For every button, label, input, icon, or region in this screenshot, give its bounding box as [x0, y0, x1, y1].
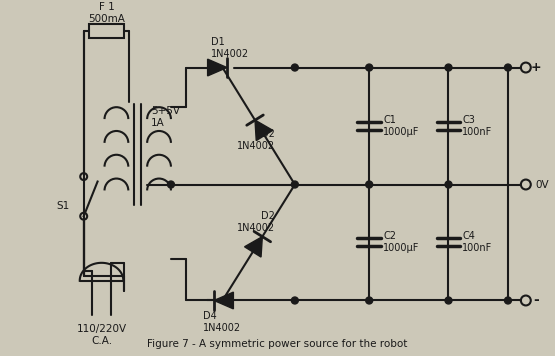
Circle shape: [366, 297, 372, 304]
Text: D4
1N4002: D4 1N4002: [203, 312, 241, 333]
Text: F 1
500mA: F 1 500mA: [88, 2, 125, 24]
Text: C1
1000μF: C1 1000μF: [383, 115, 420, 137]
Circle shape: [291, 297, 299, 304]
Circle shape: [366, 64, 372, 71]
Text: Figure 7 - A symmetric power source for the robot: Figure 7 - A symmetric power source for …: [147, 339, 407, 349]
Bar: [89, 24, 124, 38]
Text: D1
1N4002: D1 1N4002: [210, 37, 249, 58]
Text: 110/220V
C.A.: 110/220V C.A.: [77, 324, 127, 346]
Circle shape: [445, 181, 452, 188]
Circle shape: [291, 181, 299, 188]
Polygon shape: [245, 237, 263, 257]
Text: D2
1N4002: D2 1N4002: [237, 129, 275, 151]
Circle shape: [168, 181, 174, 188]
Polygon shape: [208, 59, 227, 76]
Text: C4
100nF: C4 100nF: [462, 231, 493, 253]
Text: D2
1N4002: D2 1N4002: [237, 211, 275, 233]
Polygon shape: [214, 292, 234, 309]
Text: 0V: 0V: [536, 179, 549, 189]
Text: S1: S1: [57, 201, 70, 211]
Text: 5+5V
1A: 5+5V 1A: [151, 106, 180, 128]
Text: +: +: [531, 61, 541, 74]
Text: C3
100nF: C3 100nF: [462, 115, 493, 137]
Circle shape: [366, 181, 372, 188]
Circle shape: [445, 64, 452, 71]
Text: C2
1000μF: C2 1000μF: [383, 231, 420, 253]
Circle shape: [504, 297, 512, 304]
Circle shape: [504, 64, 512, 71]
Polygon shape: [255, 120, 273, 141]
Circle shape: [445, 297, 452, 304]
Circle shape: [291, 64, 299, 71]
Text: -: -: [533, 293, 538, 308]
